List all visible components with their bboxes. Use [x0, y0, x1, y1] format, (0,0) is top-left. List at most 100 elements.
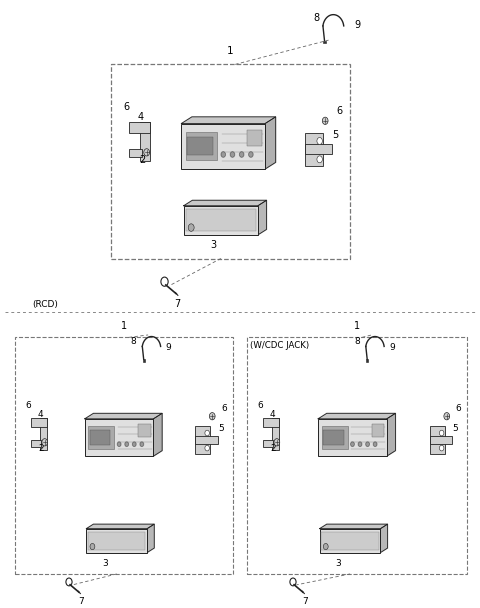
Circle shape	[240, 152, 244, 157]
Text: 3: 3	[102, 559, 108, 567]
Bar	[40, 418, 47, 450]
Text: 1: 1	[121, 322, 127, 331]
Text: 4: 4	[137, 112, 144, 122]
Text: 2: 2	[270, 444, 276, 453]
Circle shape	[439, 430, 444, 436]
Bar	[90, 430, 110, 445]
Bar	[88, 426, 114, 449]
Text: 9: 9	[354, 20, 360, 30]
Text: 6: 6	[221, 404, 227, 413]
Bar	[130, 148, 142, 157]
Bar	[31, 418, 47, 427]
Circle shape	[351, 442, 354, 446]
Bar	[305, 144, 332, 154]
Bar	[85, 419, 154, 456]
Text: 6: 6	[456, 404, 462, 413]
Text: 9: 9	[389, 342, 395, 351]
Bar	[323, 41, 325, 43]
Text: 6: 6	[25, 401, 31, 410]
Text: 3: 3	[335, 559, 341, 567]
Bar	[322, 531, 379, 550]
Bar	[138, 424, 151, 437]
Circle shape	[324, 544, 328, 550]
Bar	[320, 528, 381, 553]
Circle shape	[188, 224, 194, 231]
Bar	[31, 440, 41, 447]
Bar	[263, 418, 279, 427]
Circle shape	[90, 544, 95, 550]
Circle shape	[323, 117, 328, 125]
Circle shape	[144, 149, 150, 156]
Bar	[366, 359, 368, 362]
Bar	[247, 130, 262, 147]
Text: 5: 5	[453, 424, 458, 433]
Bar	[186, 132, 217, 160]
Text: 2: 2	[38, 444, 44, 453]
Bar	[15, 337, 233, 574]
Text: 8: 8	[354, 336, 360, 345]
Circle shape	[317, 137, 323, 145]
Circle shape	[209, 413, 215, 420]
Polygon shape	[86, 524, 154, 528]
Bar	[247, 337, 468, 574]
Circle shape	[317, 156, 323, 163]
Text: 1: 1	[354, 322, 360, 331]
Bar	[130, 122, 150, 133]
Polygon shape	[318, 413, 396, 419]
Text: 4: 4	[37, 410, 43, 419]
Polygon shape	[387, 413, 396, 456]
Bar	[430, 426, 444, 454]
Text: 8: 8	[313, 13, 320, 22]
Bar	[195, 426, 210, 454]
Text: 5: 5	[333, 130, 339, 140]
Bar	[430, 436, 452, 444]
Bar	[372, 424, 384, 437]
Polygon shape	[320, 524, 387, 528]
Bar	[143, 359, 144, 362]
Bar	[186, 209, 256, 232]
Circle shape	[274, 438, 280, 446]
Circle shape	[118, 442, 121, 446]
Bar	[88, 531, 145, 550]
Circle shape	[125, 442, 129, 446]
Circle shape	[444, 413, 450, 420]
Polygon shape	[265, 117, 276, 169]
Circle shape	[439, 445, 444, 451]
Polygon shape	[381, 524, 387, 553]
Polygon shape	[181, 117, 276, 123]
Circle shape	[205, 445, 209, 451]
Circle shape	[358, 442, 362, 446]
Polygon shape	[258, 200, 266, 235]
Polygon shape	[154, 413, 162, 456]
Text: 7: 7	[174, 299, 180, 309]
Bar	[263, 440, 273, 447]
Bar	[195, 436, 217, 444]
Bar	[323, 430, 344, 445]
Text: 1: 1	[227, 46, 234, 56]
Circle shape	[205, 430, 209, 436]
Circle shape	[42, 438, 48, 446]
Text: 7: 7	[78, 596, 84, 606]
Text: 8: 8	[131, 336, 137, 345]
Text: 7: 7	[302, 596, 308, 606]
Bar	[272, 418, 279, 450]
Text: 6: 6	[258, 401, 264, 410]
Bar	[86, 528, 147, 553]
Bar	[318, 419, 387, 456]
Text: 2: 2	[139, 154, 145, 165]
Text: 6: 6	[336, 106, 343, 116]
Polygon shape	[184, 200, 266, 206]
Bar	[111, 64, 350, 258]
Text: (RCD): (RCD)	[32, 300, 58, 308]
Bar	[187, 137, 213, 156]
Text: (W/CDC JACK): (W/CDC JACK)	[250, 340, 309, 350]
Text: 4: 4	[269, 410, 275, 419]
Polygon shape	[85, 413, 162, 419]
Circle shape	[230, 152, 235, 157]
Circle shape	[221, 152, 225, 157]
Circle shape	[140, 442, 144, 446]
Polygon shape	[147, 524, 154, 553]
Circle shape	[373, 442, 377, 446]
Bar	[141, 122, 150, 161]
Bar	[184, 206, 258, 235]
